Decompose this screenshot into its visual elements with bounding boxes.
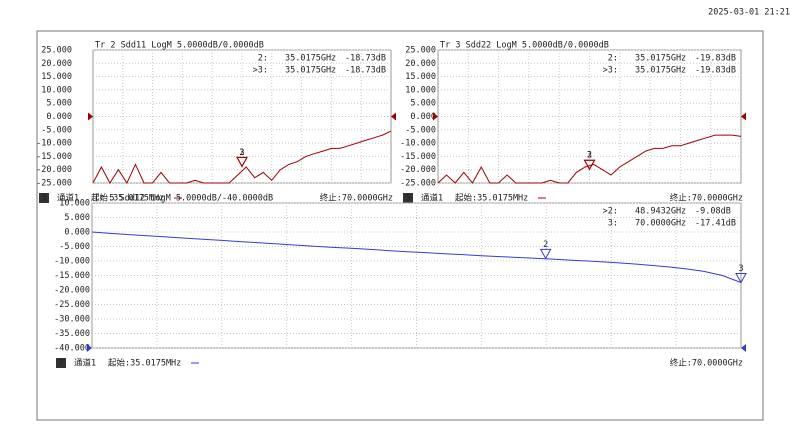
marker-freq: 35.0175GHz <box>635 66 686 76</box>
stop-freq: 终止:70.0000GHz <box>320 193 393 204</box>
ref-marker-left <box>87 344 92 352</box>
marker-reading: -19.83dB <box>695 66 736 76</box>
ref-marker-right <box>741 112 746 121</box>
marker-label: 3: <box>608 219 618 229</box>
y-tick-label: -40.000 <box>54 344 90 354</box>
channel-number: 7 <box>58 359 63 369</box>
y-tick-label: 20.000 <box>405 59 436 69</box>
y-tick-label: -20.000 <box>36 165 72 175</box>
y-tick-label: -10.000 <box>54 257 90 267</box>
ref-marker-left <box>88 112 93 121</box>
channel-number: 3 <box>41 194 46 204</box>
trace <box>91 231 742 283</box>
marker-reading: -17.41dB <box>695 219 736 229</box>
y-tick-label: 5.000 <box>64 213 90 223</box>
marker-label: >2: <box>603 207 618 217</box>
y-tick-label: -20.000 <box>400 165 436 175</box>
trace-title: Tr 5 Sdd12 LogM 5.0000dB/-40.0000dB <box>94 194 273 204</box>
marker-number: 2 <box>587 151 592 161</box>
channel-number: 5 <box>405 194 410 204</box>
trace-title: Tr 3 Sdd22 LogM 5.0000dB/0.0000dB <box>440 41 609 51</box>
marker-number: 3 <box>738 264 743 274</box>
marker-freq: 70.0000GHz <box>635 219 686 229</box>
y-tick-label: -5.000 <box>405 125 436 135</box>
marker-triangle <box>236 156 248 168</box>
channel-badge <box>403 193 413 203</box>
stop-freq: 终止:70.0000GHz <box>670 193 743 204</box>
marker-triangle <box>539 248 552 260</box>
marker-number: 3 <box>587 151 592 161</box>
channel-label: 通道1 <box>421 193 443 204</box>
trace <box>92 130 392 185</box>
y-tick-label: 10.000 <box>41 85 72 95</box>
y-tick-label: 15.000 <box>405 72 436 82</box>
marker-freq: 35.0175GHz <box>285 54 336 64</box>
marker-reading: -19.83dB <box>695 54 736 64</box>
y-tick-label: 0.000 <box>64 228 90 238</box>
y-tick-label: -10.000 <box>36 139 72 149</box>
y-tick-label: 25.000 <box>405 46 436 56</box>
marker-label: >3: <box>603 66 618 76</box>
start-freq: 起始:35.0175MHz <box>91 193 164 204</box>
marker-reading: -18.73dB <box>345 66 386 76</box>
y-tick-label: 5.000 <box>410 99 436 109</box>
y-tick-label: -20.000 <box>54 286 90 296</box>
y-tick-label: -25.000 <box>400 179 436 189</box>
marker-freq: 48.9432GHz <box>635 207 686 217</box>
ref-marker-right <box>741 344 746 352</box>
marker-triangle <box>735 272 747 284</box>
marker-triangle <box>583 159 596 171</box>
ref-marker-left <box>433 112 438 121</box>
y-tick-label: -25.000 <box>54 300 90 310</box>
marker-number: 2 <box>543 240 548 250</box>
marker-label: 2: <box>258 54 268 64</box>
y-tick-label: -35.000 <box>54 329 90 339</box>
marker-number: 2 <box>239 148 244 158</box>
y-tick-label: 0.000 <box>46 112 72 122</box>
y-tick-label: -5.000 <box>41 125 72 135</box>
channel-label: 通道1 <box>74 358 96 369</box>
y-tick-label: 10.000 <box>59 199 90 209</box>
stop-freq: 终止:70.0000GHz <box>670 358 743 369</box>
trace-title: Tr 2 Sdd11 LogM 5.0000dB/0.0000dB <box>95 41 264 51</box>
channel-badge <box>39 193 49 203</box>
channel-badge <box>56 358 66 368</box>
ref-marker-right <box>391 112 396 121</box>
y-tick-label: -30.000 <box>54 315 90 325</box>
y-tick-label: -15.000 <box>54 271 90 281</box>
y-tick-label: 10.000 <box>405 85 436 95</box>
frame <box>36 30 764 421</box>
channel-label: 通道1 <box>57 193 79 204</box>
timestamp: 2025-03-01 21:21 <box>708 8 790 18</box>
marker-label: >3: <box>253 66 268 76</box>
y-tick-label: -15.000 <box>36 152 72 162</box>
y-tick-label: -25.000 <box>36 179 72 189</box>
marker-freq: 35.0175GHz <box>285 66 336 76</box>
y-tick-label: 20.000 <box>41 59 72 69</box>
marker-number: 3 <box>239 148 244 158</box>
start-freq: 起始:35.0175MHz <box>108 358 181 369</box>
y-tick-label: -10.000 <box>400 139 436 149</box>
start-freq: 起始:35.0175MHz <box>455 193 528 204</box>
marker-label: 2: <box>608 54 618 64</box>
y-tick-label: 25.000 <box>41 46 72 56</box>
marker-freq: 35.0175GHz <box>635 54 686 64</box>
y-tick-label: 5.000 <box>46 99 72 109</box>
trace <box>437 134 742 184</box>
marker-reading: -18.73dB <box>345 54 386 64</box>
y-tick-label: -15.000 <box>400 152 436 162</box>
y-tick-label: 0.000 <box>410 112 436 122</box>
y-tick-label: 15.000 <box>41 72 72 82</box>
y-tick-label: -5.000 <box>59 242 90 252</box>
marker-reading: -9.08dB <box>695 207 731 217</box>
